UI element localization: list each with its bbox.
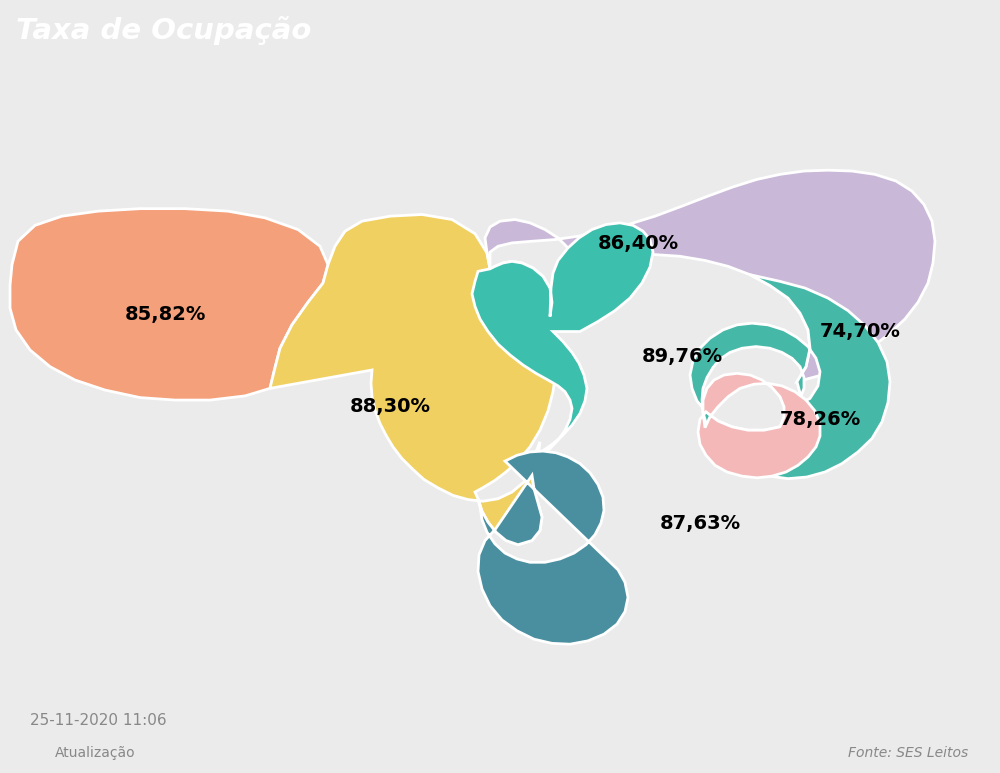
Text: 25-11-2020 11:06: 25-11-2020 11:06 bbox=[30, 713, 167, 727]
Polygon shape bbox=[478, 451, 628, 644]
Text: 85,82%: 85,82% bbox=[124, 305, 206, 325]
Polygon shape bbox=[690, 274, 890, 478]
Text: 86,40%: 86,40% bbox=[597, 234, 679, 254]
Polygon shape bbox=[485, 170, 935, 382]
Text: 87,63%: 87,63% bbox=[659, 514, 741, 533]
Text: Taxa de Ocupação: Taxa de Ocupação bbox=[16, 16, 311, 45]
Text: 78,26%: 78,26% bbox=[779, 410, 861, 429]
Polygon shape bbox=[270, 214, 556, 545]
Text: 74,70%: 74,70% bbox=[820, 322, 900, 341]
Polygon shape bbox=[698, 373, 820, 478]
Text: Fonte: SES Leitos: Fonte: SES Leitos bbox=[848, 747, 968, 761]
Text: 89,76%: 89,76% bbox=[641, 347, 723, 366]
Polygon shape bbox=[10, 209, 328, 400]
Text: 88,30%: 88,30% bbox=[350, 397, 430, 417]
Polygon shape bbox=[472, 223, 653, 460]
Text: Atualização: Atualização bbox=[55, 747, 136, 761]
